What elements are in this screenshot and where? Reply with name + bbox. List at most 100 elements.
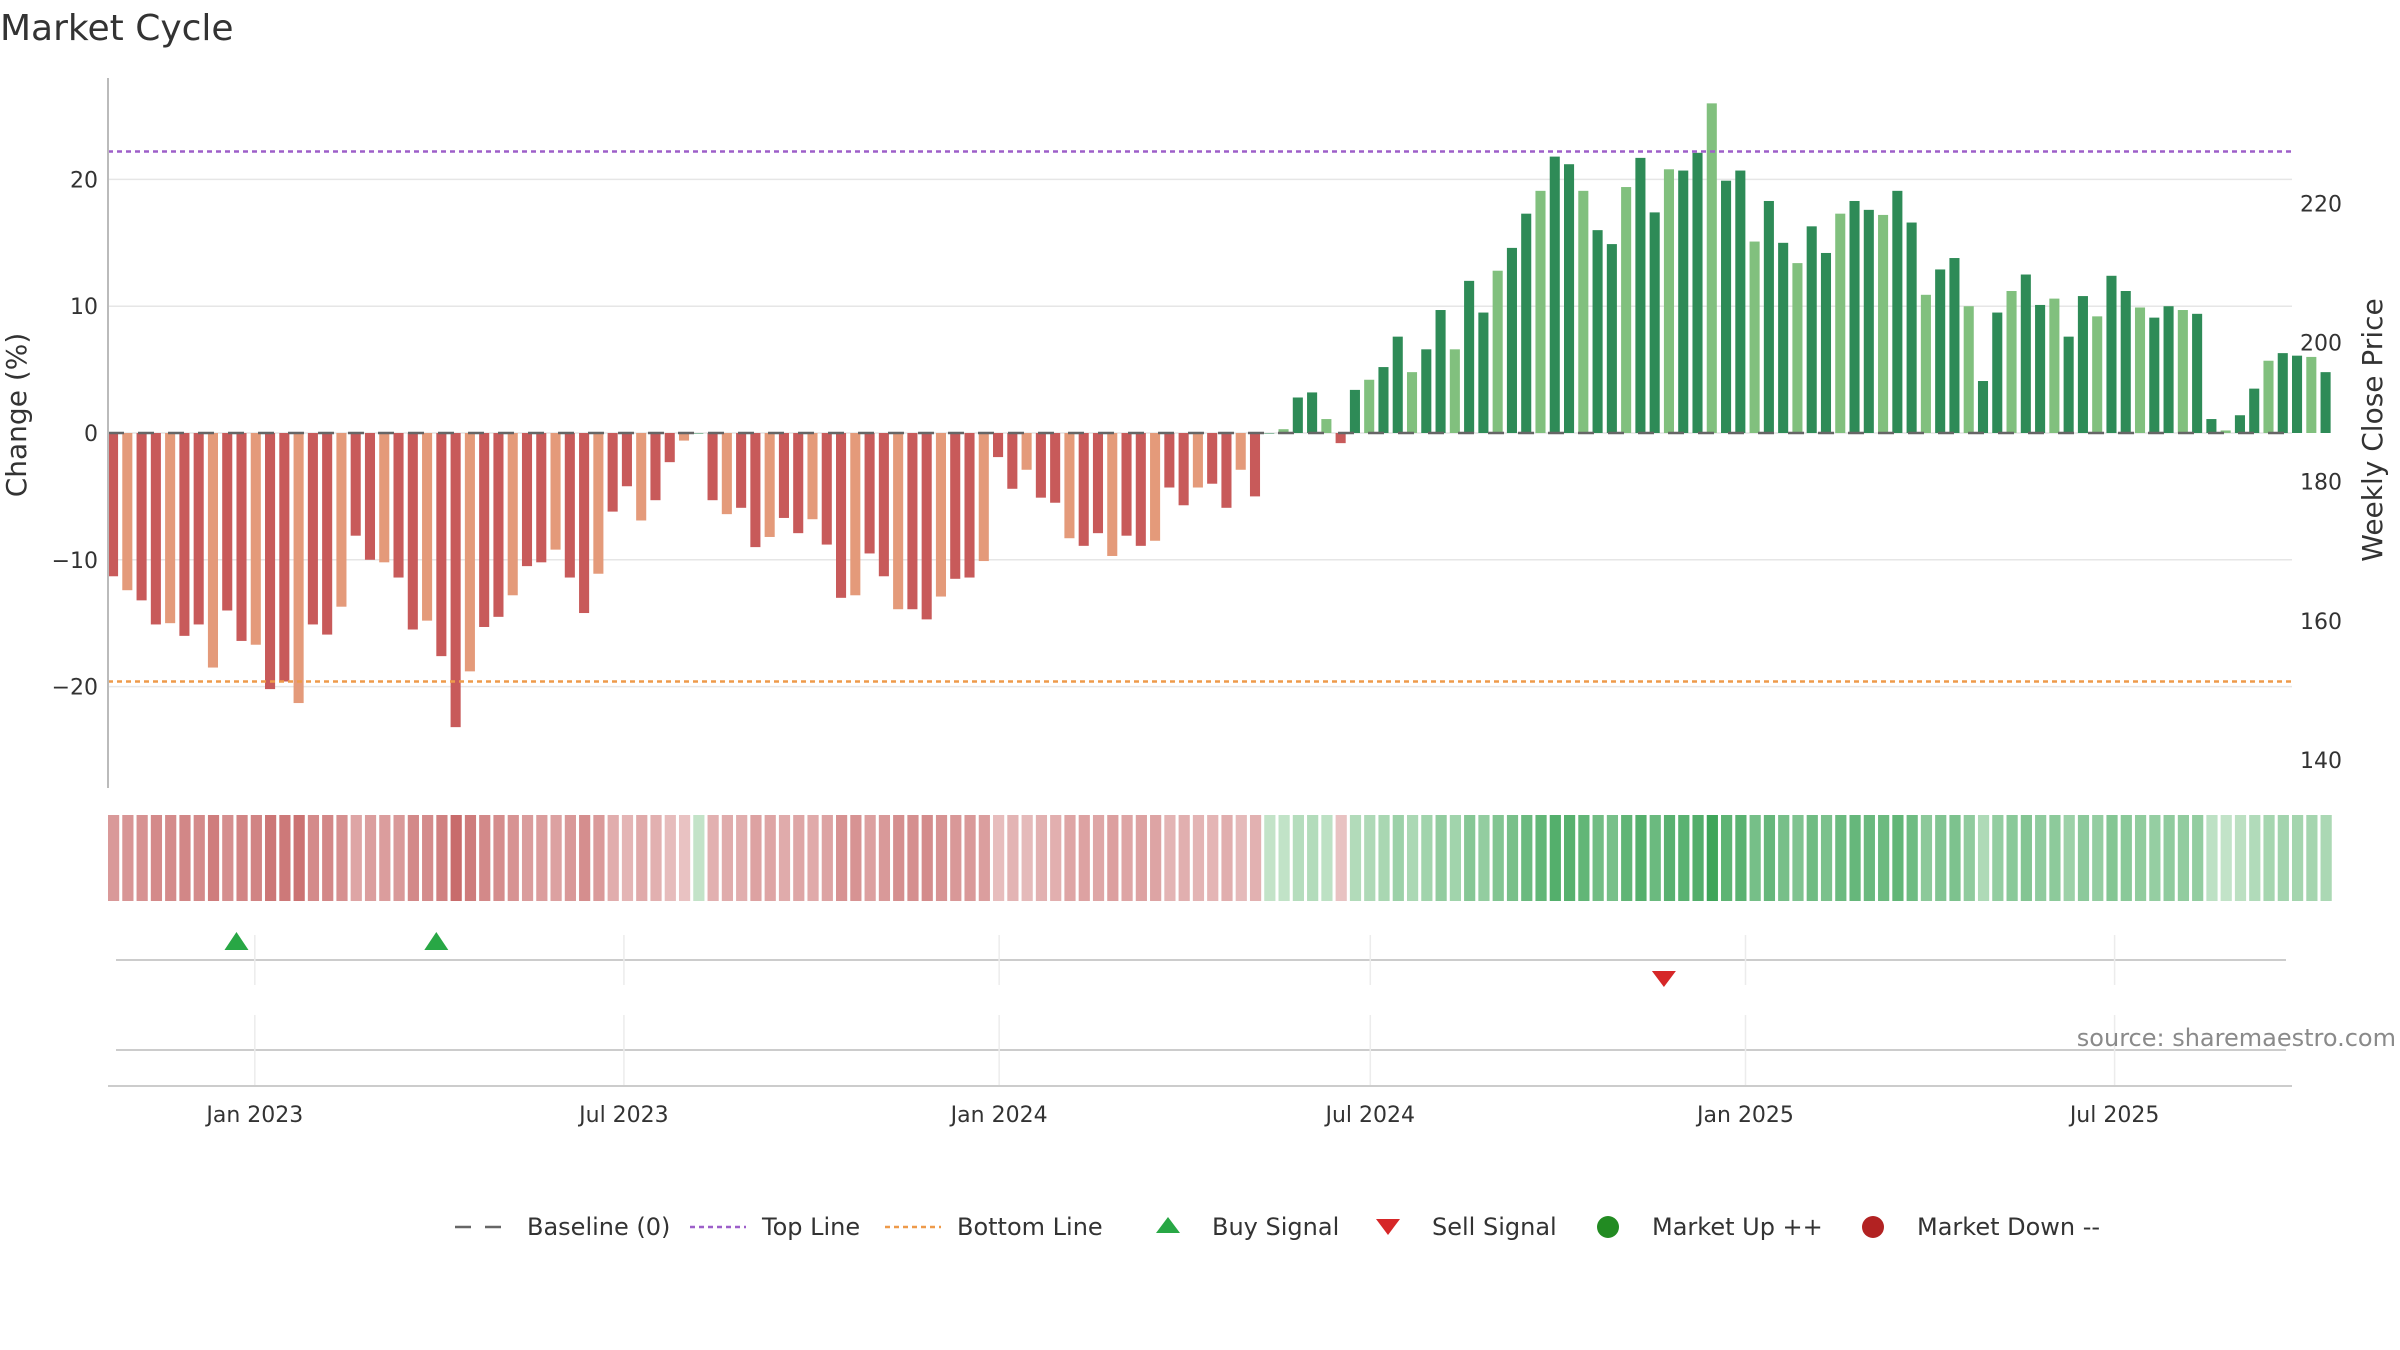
heat-cell [322,815,334,901]
heat-cell [1977,815,1990,901]
bar [1692,152,1703,433]
heat-cell [436,815,448,901]
heat-cell [122,815,134,901]
bar [864,433,875,554]
bar [1221,433,1232,508]
bar [678,433,690,441]
heat-cell [1849,815,1861,901]
bar [2206,419,2217,433]
bar [507,433,518,596]
bar [750,433,761,548]
bar [621,433,632,487]
bar [1706,103,1717,433]
bar [1492,270,1503,433]
bar [108,433,119,577]
bar [1778,242,1789,433]
heat-cell [1107,815,1119,901]
bar [2263,360,2274,433]
buy-signal-marker [224,932,249,950]
legend-label: Bottom Line [957,1213,1103,1241]
heat-cell [921,815,933,901]
bar [2249,388,2260,433]
bar [1150,433,1161,541]
heat-cell [1235,815,1247,901]
heat-cell [1806,815,1818,901]
heat-cell [793,815,805,901]
bar [2120,291,2131,433]
bar [1421,349,1432,433]
heat-cell [1920,815,1933,901]
bar [1649,212,1660,433]
bar [1549,156,1560,433]
bar [1021,433,1032,470]
heat-cell [336,815,348,901]
heat-cell [2120,815,2132,901]
sell-signal-marker [1651,971,1676,987]
heat-cell [2035,815,2047,901]
bar [2192,313,2203,433]
bar [1735,170,1746,433]
x-tick-label: Jul 2024 [1324,1103,1416,1128]
heat-cell [136,815,148,901]
bar [807,433,818,520]
heat-cell [1678,815,1690,901]
heat-cell [450,815,462,901]
bar [836,433,847,598]
heat-cell [1535,815,1547,901]
heat-cell [350,815,362,901]
heat-cell [464,815,477,901]
legend-label: Top Line [761,1213,860,1241]
bar [1635,157,1646,433]
heat-cell [1549,815,1561,901]
y-tick-label: −20 [52,676,98,701]
legend-label: Buy Signal [1212,1213,1339,1241]
reference-lines [108,150,2292,683]
bar [1820,252,1832,433]
bar [1278,429,1289,433]
bar [2234,415,2245,433]
bar [207,433,219,668]
heat-cell [650,815,662,901]
heat-cell [265,815,277,901]
bar [136,433,147,601]
heat-cell [407,815,419,901]
heat-cell [1706,815,1718,901]
bar [1207,433,1218,484]
bar [1478,312,1489,433]
heat-cell [1778,815,1790,901]
heat-cell [1863,815,1875,901]
bar [707,433,718,501]
bar [1007,433,1018,489]
bar [1606,244,1617,433]
heat-cell [750,815,762,901]
bar [1335,433,1346,444]
heat-cell [1092,815,1105,901]
bar [907,433,918,610]
bar [1721,180,1732,433]
heat-cell [1178,815,1190,901]
legend-item-top: Top Line [690,1213,860,1241]
axes: −20 −10 0 10 20 140 160 180 200 220 [52,78,2342,788]
bar [964,433,975,578]
bar [1135,433,1146,546]
bar [1935,269,1946,433]
bar [993,433,1004,458]
heat-cell [1878,815,1890,901]
heat-cell [878,815,891,901]
circle-icon [1597,1216,1619,1238]
heat-cell [2249,815,2261,901]
bar [2063,336,2074,433]
bar [1349,389,1360,433]
legend-item-baseline: Baseline (0) [455,1213,670,1241]
heat-cell [1207,815,1219,901]
momentum-heat-strip [108,815,2332,901]
heat-cell [1635,815,1647,901]
heat-cell [2320,815,2332,901]
bar [607,433,618,512]
legend-label: Market Down -- [1917,1213,2100,1241]
heat-cell [950,815,962,901]
heat-cell [550,815,562,901]
bar [2006,291,2017,433]
bar [1792,263,1803,433]
circle-icon [1862,1216,1884,1238]
